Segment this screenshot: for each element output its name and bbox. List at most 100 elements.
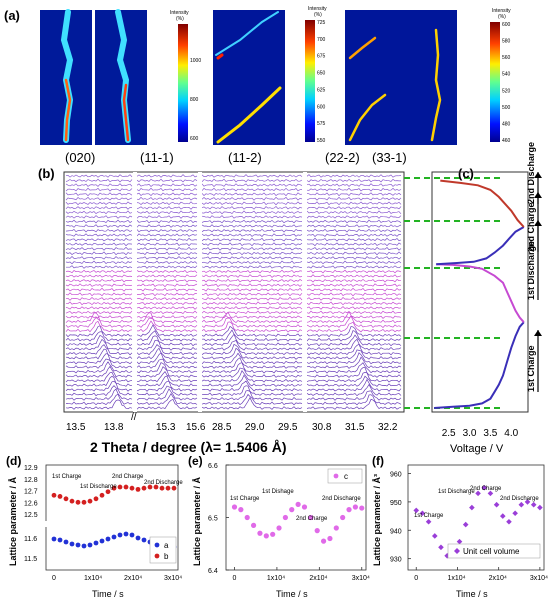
xrd-trace: [66, 265, 133, 269]
xrd-trace: [136, 265, 198, 269]
xrd-trace: [136, 187, 198, 192]
xrd-trace: [306, 210, 402, 215]
xrd-trace: [201, 215, 303, 219]
xrd-trace: [65, 325, 133, 338]
xrd-trace: [136, 398, 198, 410]
xrd-trace: [136, 358, 198, 369]
xrd-trace: [136, 312, 198, 324]
y-tick-label: 12.6: [24, 500, 38, 507]
xrd-trace: [136, 287, 198, 292]
xrd-trace: [201, 343, 303, 356]
xrd-trace: [65, 310, 133, 315]
colorbar-2-tick: 600: [317, 104, 326, 110]
xrd-trace: [201, 196, 303, 201]
legend-label-b: b: [164, 552, 169, 561]
legend-box: [327, 468, 363, 484]
xrd-trace: [136, 233, 198, 237]
xrd-x-axis-label: 2 Theta / degree (λ= 1.5406 Å): [90, 439, 286, 455]
xrd-trace: [201, 247, 303, 251]
peak-label-11-1: (11-1): [140, 150, 174, 165]
colorbar-2-tick: 675: [317, 54, 326, 60]
data-point: [475, 490, 481, 497]
heatmap-11-2: [213, 10, 285, 145]
data-point-a: [75, 542, 81, 548]
ridge-22-2-upper: [348, 36, 377, 60]
xrd-trace: [136, 366, 198, 378]
xrd-trace: [201, 251, 303, 256]
xrd-trace: [201, 206, 303, 210]
legend-label-a: a: [164, 541, 169, 550]
xrd-trace: [136, 371, 198, 383]
xrd-trace: [201, 347, 303, 360]
data-point: [469, 504, 475, 511]
xrd-trace: [65, 201, 133, 206]
guide-lines: [404, 177, 500, 409]
xrd-trace: [65, 219, 133, 224]
data-point: [493, 501, 500, 508]
xrd-trace: [65, 187, 133, 192]
peak-label-020: (020): [65, 150, 95, 165]
xrd-trace: [306, 356, 402, 369]
xrd-trace: [201, 233, 303, 237]
xrd-trace: [201, 321, 303, 333]
xrd-trace: [201, 311, 303, 324]
legend-label-volume: Unit cell volume: [463, 547, 520, 556]
data-point-a: [57, 537, 63, 543]
xrd-trace: [136, 315, 198, 319]
xrd-trace: [136, 317, 198, 328]
legend-label-c: c: [344, 472, 348, 481]
xrd-trace: [65, 353, 133, 365]
data-point-b: [51, 492, 57, 498]
xrd-trace: [306, 260, 402, 265]
xrd-trace: [201, 296, 303, 301]
data-point: [438, 544, 444, 551]
data-point: [487, 490, 494, 497]
xrd-trace: [306, 265, 402, 269]
data-point: [512, 510, 518, 517]
xrd-trace: [306, 256, 402, 260]
xrd-trace: [136, 206, 198, 210]
xrd-trace: [306, 367, 402, 378]
xrd-trace: [306, 297, 402, 301]
colorbar-3-tick: 520: [502, 88, 511, 94]
xrd-trace: [136, 310, 198, 315]
colorbar-3-tick: 500: [502, 105, 511, 111]
x-tick-label: 3x10⁴: [352, 575, 370, 582]
xrd-trace: [201, 228, 303, 233]
xrd-trace: [306, 287, 402, 292]
y-tick-label: 950: [390, 500, 402, 507]
xrd-trace: [306, 192, 402, 197]
panel-f-content: 0 1x10⁴ 2x10⁴ 3x10⁴ 960 950 940 930 Unit cell vo…: [390, 472, 548, 582]
xrd-trace: [136, 335, 197, 347]
xrd-trace: [136, 339, 198, 351]
xrd-trace: [306, 338, 402, 351]
ridge-11-2-spot: [216, 53, 224, 60]
xrd-trace: [201, 352, 303, 365]
xrd-trace: [201, 393, 303, 406]
xrd-trace: [65, 274, 133, 278]
voltage-x-axis-label: Voltage / V: [450, 443, 504, 455]
xrd-trace: [306, 349, 402, 360]
data-point: [425, 518, 432, 525]
xrd-trace: [306, 352, 402, 365]
data-point-c: [320, 538, 327, 544]
panel-f-frame: [407, 464, 545, 571]
colorbar-1-title: Intensity: [170, 10, 189, 16]
colorbar-1-tick: 800: [190, 97, 199, 103]
panel-d-x-label: Time / s: [92, 589, 124, 599]
data-point-b: [81, 499, 87, 505]
xrd-trace: [65, 215, 133, 219]
xrd-trace: [306, 334, 402, 347]
annotation: 2nd Charge: [296, 516, 328, 522]
data-point: [499, 513, 506, 519]
data-point-b: [171, 485, 177, 491]
xrd-trace: [201, 265, 303, 269]
panel-d-frame: [45, 464, 179, 571]
data-point-b: [123, 484, 129, 490]
peak-label-11-2: (11-2): [228, 150, 262, 165]
xrd-trace: [65, 183, 133, 187]
panel-c-label: (c): [458, 166, 474, 181]
data-point-a: [135, 535, 141, 541]
colorbar-2-tick: 575: [317, 121, 326, 127]
xrd-trace: [65, 380, 133, 392]
